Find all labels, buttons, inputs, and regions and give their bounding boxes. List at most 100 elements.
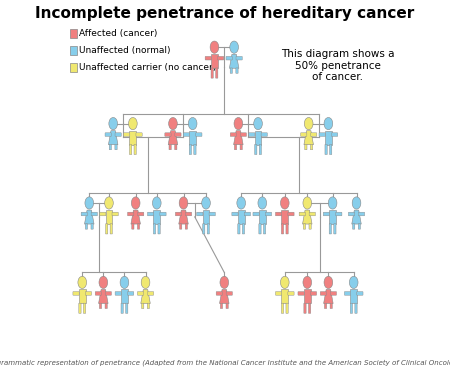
Polygon shape <box>131 210 140 224</box>
FancyBboxPatch shape <box>357 292 363 295</box>
FancyBboxPatch shape <box>324 303 327 309</box>
FancyBboxPatch shape <box>211 54 218 68</box>
FancyBboxPatch shape <box>207 224 209 234</box>
FancyBboxPatch shape <box>211 68 213 78</box>
FancyBboxPatch shape <box>320 292 327 295</box>
FancyBboxPatch shape <box>202 224 205 234</box>
FancyBboxPatch shape <box>105 292 112 295</box>
FancyBboxPatch shape <box>298 292 304 295</box>
FancyBboxPatch shape <box>325 144 327 155</box>
FancyBboxPatch shape <box>148 292 153 295</box>
FancyBboxPatch shape <box>134 144 136 155</box>
Circle shape <box>237 197 246 209</box>
FancyBboxPatch shape <box>95 292 101 295</box>
Circle shape <box>324 117 333 130</box>
FancyBboxPatch shape <box>196 133 202 137</box>
FancyBboxPatch shape <box>281 303 284 313</box>
FancyBboxPatch shape <box>83 303 86 313</box>
Circle shape <box>220 276 229 289</box>
FancyBboxPatch shape <box>305 144 307 150</box>
FancyBboxPatch shape <box>130 131 136 145</box>
FancyBboxPatch shape <box>352 224 355 229</box>
FancyBboxPatch shape <box>329 210 336 224</box>
Polygon shape <box>220 289 229 303</box>
FancyBboxPatch shape <box>259 144 261 155</box>
Polygon shape <box>324 289 333 303</box>
Polygon shape <box>230 54 239 68</box>
FancyBboxPatch shape <box>81 212 87 216</box>
FancyBboxPatch shape <box>121 289 128 303</box>
FancyBboxPatch shape <box>153 224 156 234</box>
FancyBboxPatch shape <box>205 56 212 60</box>
FancyBboxPatch shape <box>160 212 166 216</box>
FancyBboxPatch shape <box>348 212 355 216</box>
Circle shape <box>202 197 210 209</box>
Bar <box>70 46 77 55</box>
Circle shape <box>109 117 117 130</box>
FancyBboxPatch shape <box>281 224 284 234</box>
FancyBboxPatch shape <box>288 212 294 216</box>
FancyBboxPatch shape <box>288 292 294 295</box>
FancyBboxPatch shape <box>319 133 325 137</box>
Circle shape <box>78 276 86 289</box>
FancyBboxPatch shape <box>240 133 247 137</box>
FancyBboxPatch shape <box>180 224 182 229</box>
FancyBboxPatch shape <box>336 212 342 216</box>
FancyBboxPatch shape <box>91 224 93 229</box>
Polygon shape <box>304 131 314 145</box>
FancyBboxPatch shape <box>334 224 336 234</box>
Circle shape <box>258 197 266 209</box>
FancyBboxPatch shape <box>299 212 306 216</box>
FancyBboxPatch shape <box>332 133 338 137</box>
FancyBboxPatch shape <box>115 292 122 295</box>
FancyBboxPatch shape <box>286 303 288 313</box>
FancyBboxPatch shape <box>255 144 257 155</box>
FancyBboxPatch shape <box>132 224 134 229</box>
Polygon shape <box>352 210 361 224</box>
FancyBboxPatch shape <box>286 224 288 234</box>
Circle shape <box>280 276 289 289</box>
FancyBboxPatch shape <box>230 68 233 73</box>
FancyBboxPatch shape <box>115 133 122 137</box>
FancyBboxPatch shape <box>121 303 123 313</box>
FancyBboxPatch shape <box>209 212 216 216</box>
FancyBboxPatch shape <box>240 144 243 150</box>
FancyBboxPatch shape <box>266 212 272 216</box>
FancyBboxPatch shape <box>304 289 310 303</box>
Circle shape <box>324 276 333 289</box>
FancyBboxPatch shape <box>226 303 228 309</box>
FancyBboxPatch shape <box>86 224 88 229</box>
Text: Affected (cancer): Affected (cancer) <box>79 29 158 38</box>
FancyBboxPatch shape <box>309 212 315 216</box>
FancyBboxPatch shape <box>79 303 81 313</box>
FancyBboxPatch shape <box>216 292 222 295</box>
Circle shape <box>153 197 161 209</box>
Circle shape <box>234 117 243 130</box>
Circle shape <box>254 117 262 130</box>
FancyBboxPatch shape <box>259 210 266 224</box>
FancyBboxPatch shape <box>236 56 242 60</box>
Text: Unaffected (normal): Unaffected (normal) <box>79 46 171 55</box>
FancyBboxPatch shape <box>253 212 259 216</box>
FancyBboxPatch shape <box>127 212 134 216</box>
FancyBboxPatch shape <box>329 144 332 155</box>
FancyBboxPatch shape <box>142 303 144 309</box>
FancyBboxPatch shape <box>226 292 233 295</box>
Circle shape <box>352 197 361 209</box>
FancyBboxPatch shape <box>275 212 282 216</box>
FancyBboxPatch shape <box>91 212 97 216</box>
FancyBboxPatch shape <box>165 133 171 137</box>
FancyBboxPatch shape <box>323 212 329 216</box>
Polygon shape <box>234 131 243 145</box>
FancyBboxPatch shape <box>185 212 192 216</box>
FancyBboxPatch shape <box>175 133 181 137</box>
FancyBboxPatch shape <box>106 210 112 224</box>
FancyBboxPatch shape <box>153 210 160 224</box>
FancyBboxPatch shape <box>105 303 107 309</box>
FancyBboxPatch shape <box>261 133 267 137</box>
Circle shape <box>230 41 239 53</box>
FancyBboxPatch shape <box>126 303 128 313</box>
FancyBboxPatch shape <box>158 224 160 234</box>
FancyBboxPatch shape <box>112 212 118 216</box>
FancyBboxPatch shape <box>197 212 203 216</box>
